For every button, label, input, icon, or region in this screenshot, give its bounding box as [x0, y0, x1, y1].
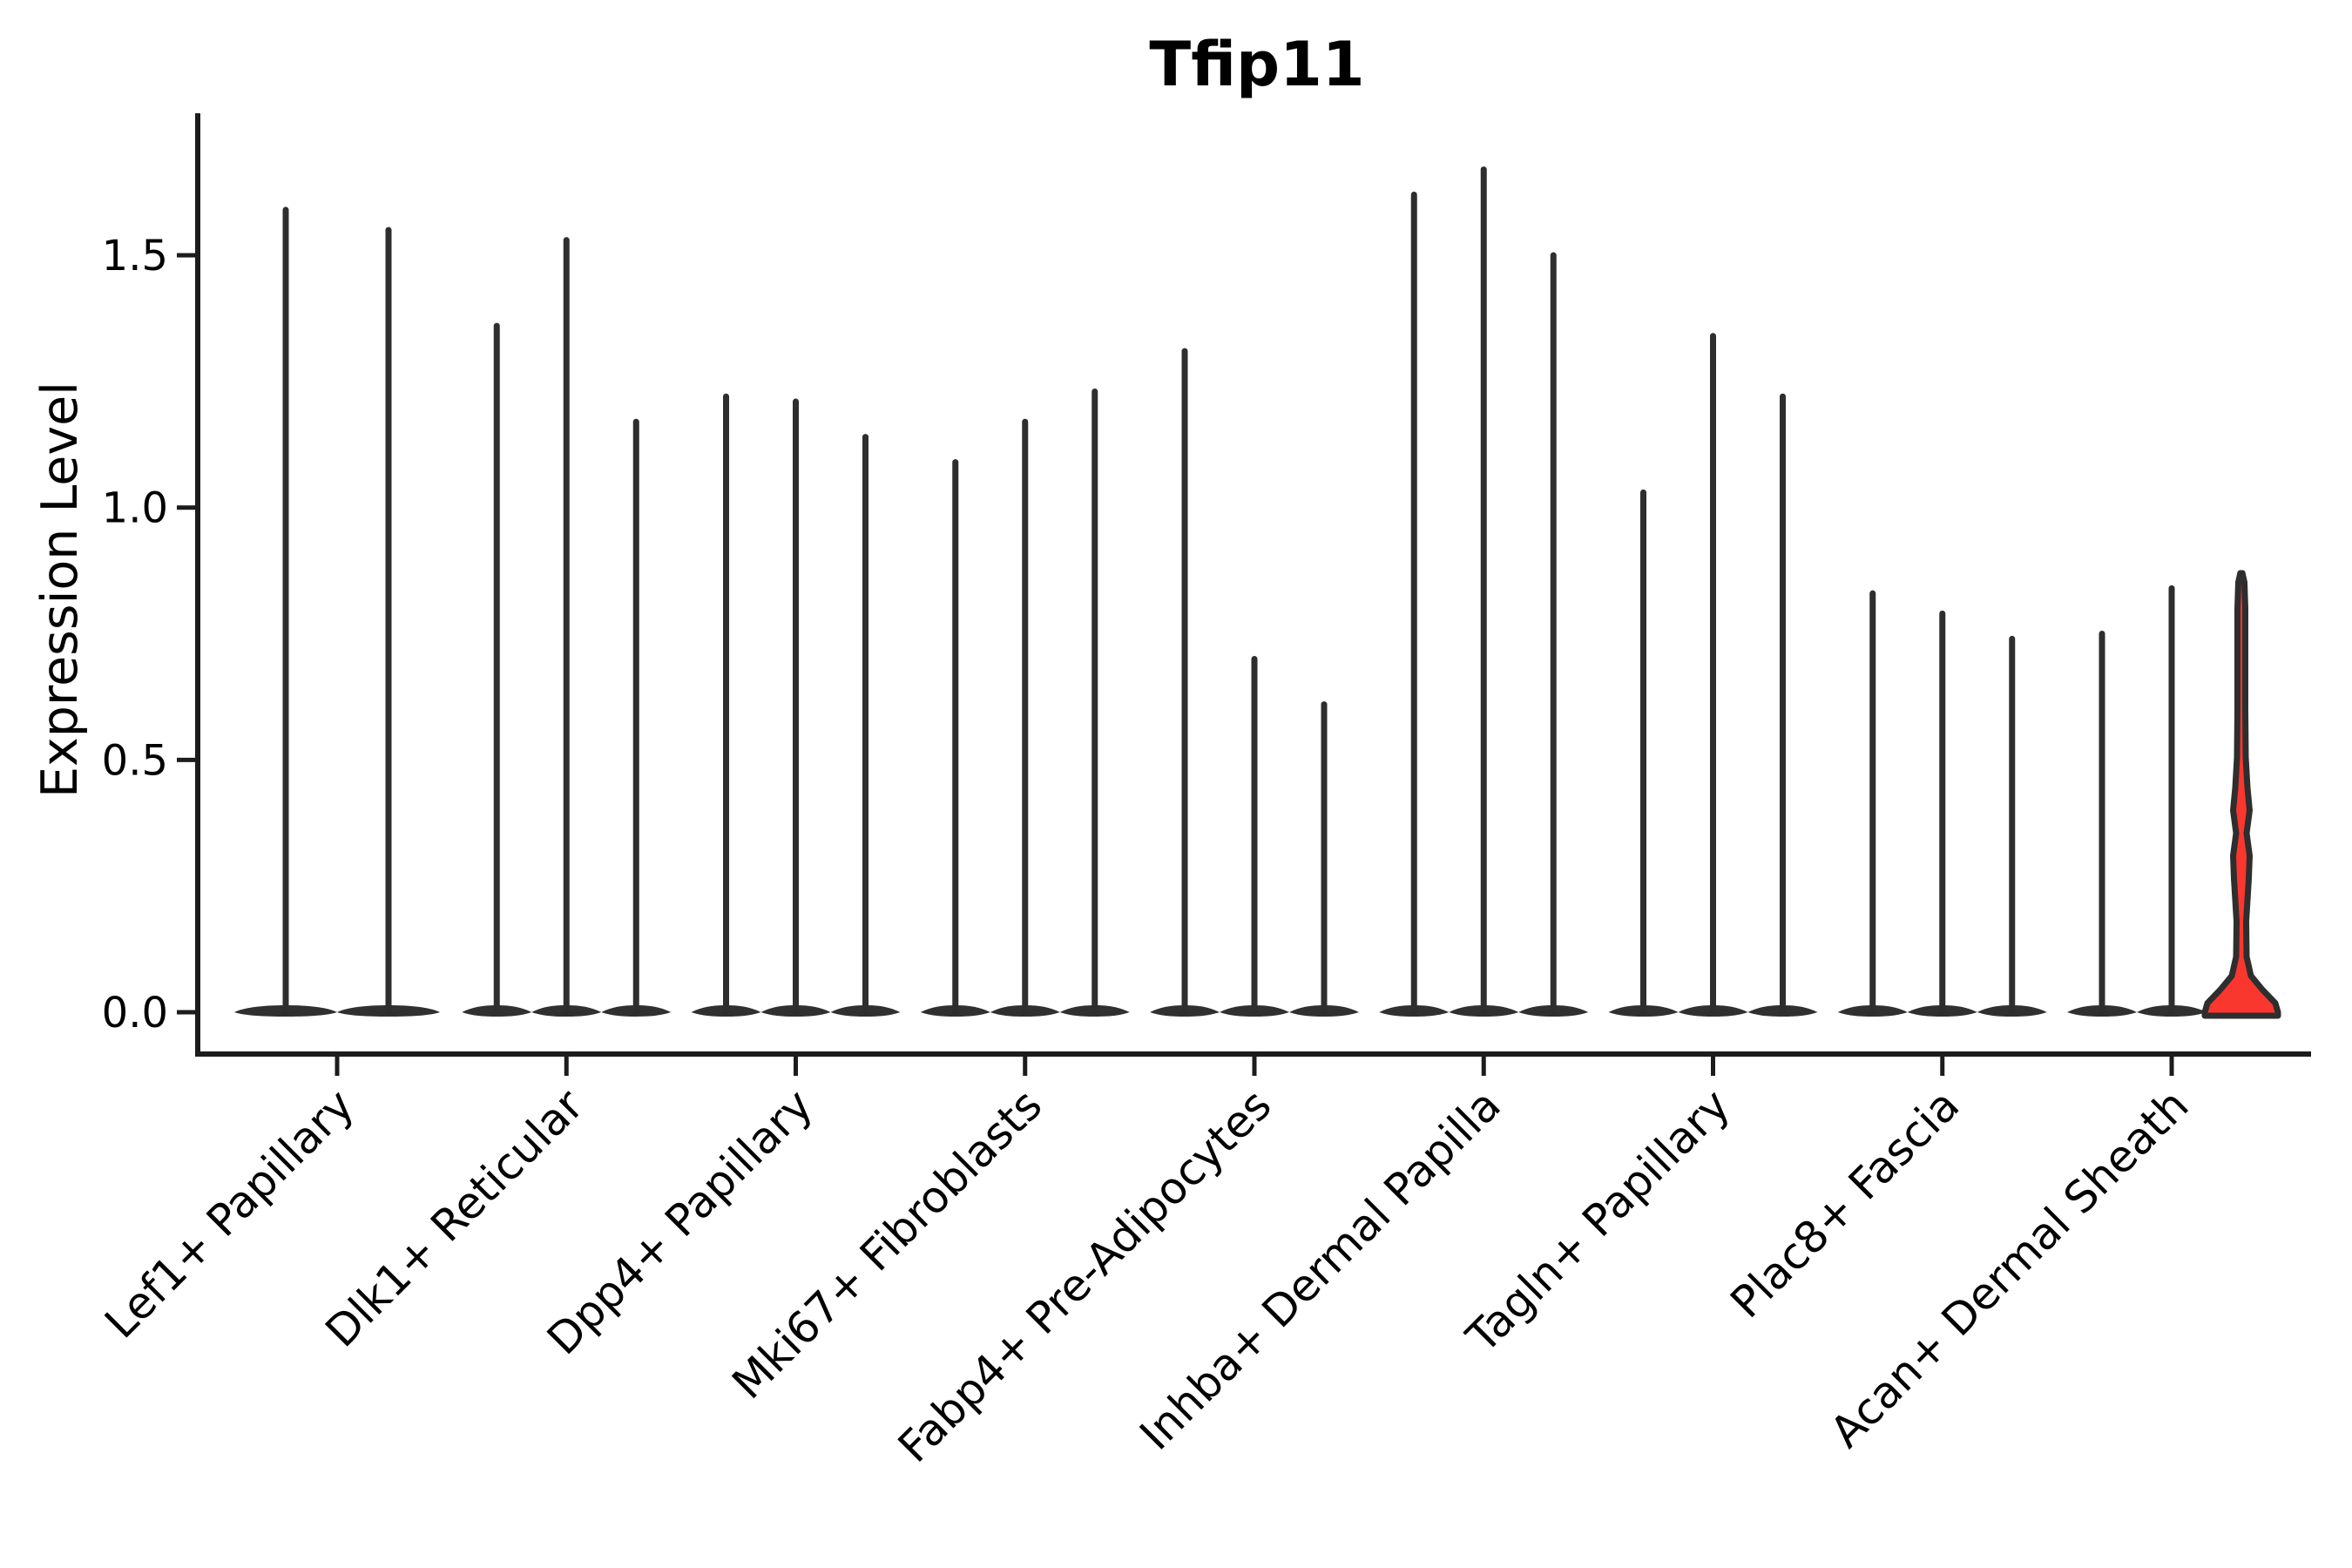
x-tick-label: Plac8+ Fascia: [1721, 1079, 1970, 1328]
x-axis-tick: [1711, 1057, 1715, 1076]
x-axis-tick: [1252, 1057, 1257, 1076]
x-axis-tick: [1940, 1057, 1945, 1076]
y-tick-label: 1.5: [102, 232, 168, 280]
chart-title: Tfip11: [1149, 29, 1364, 100]
y-axis-spine: [195, 113, 200, 1057]
x-axis-tick: [794, 1057, 798, 1076]
y-axis-tick: [177, 1010, 198, 1015]
y-tick-label: 0.5: [102, 736, 168, 785]
x-axis-tick: [2169, 1057, 2174, 1076]
x-tick-label: Fabp4+ Pre-Adipocytes: [889, 1079, 1281, 1472]
y-axis-tick: [177, 505, 198, 510]
y-tick-label: 0.0: [102, 989, 168, 1037]
x-axis-tick: [335, 1057, 340, 1076]
y-axis-tick: [177, 757, 198, 762]
highlighted-violin-body: [2201, 570, 2281, 1019]
x-axis-spine: [195, 1051, 2311, 1057]
y-axis-label: Expression Level: [31, 382, 89, 798]
x-axis-tick: [1023, 1057, 1028, 1076]
y-tick-label: 1.0: [102, 484, 168, 533]
x-axis-tick: [1481, 1057, 1486, 1076]
y-axis-tick: [177, 253, 198, 258]
x-tick-label: Lef1+ Papillary: [95, 1079, 363, 1348]
x-axis-tick: [564, 1057, 569, 1076]
